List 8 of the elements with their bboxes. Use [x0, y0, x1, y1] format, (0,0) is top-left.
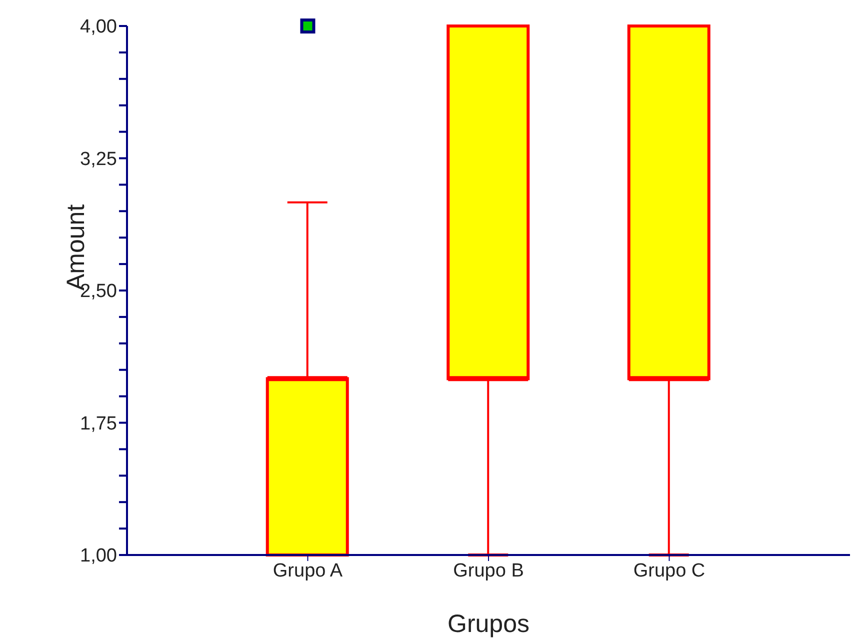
- x-tick-label: Grupo C: [633, 560, 706, 582]
- y-tick-label: 1,75: [80, 413, 117, 434]
- y-tick-label: 3,25: [80, 148, 117, 170]
- x-tick-label: Grupo A: [272, 560, 343, 582]
- x-tick-label: Grupo B: [453, 560, 524, 582]
- x-axis-title: Grupos: [448, 610, 530, 638]
- y-tick-label: 1,00: [80, 546, 117, 567]
- y-tick-label: 4,00: [80, 16, 117, 38]
